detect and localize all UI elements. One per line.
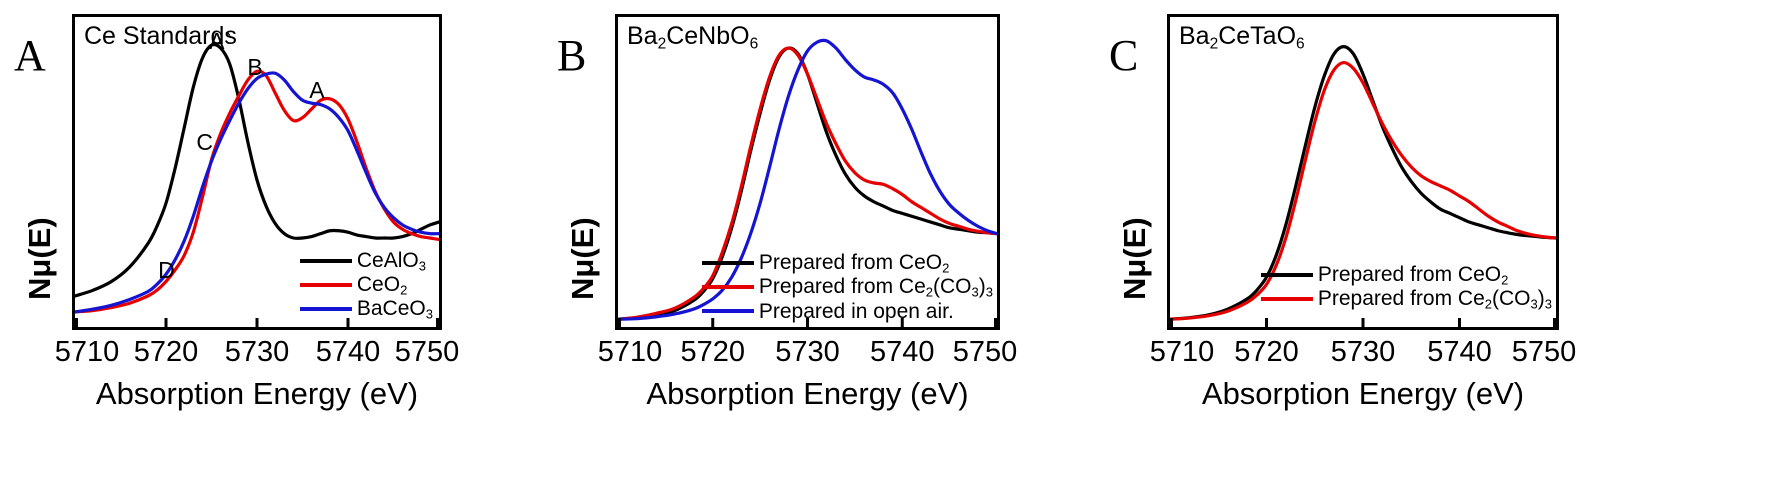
panel-c-y-axis-label: Nμ(E) [1117,217,1152,300]
panel-b-y-axis-label: Nμ(E) [565,217,600,300]
legend-item-label: Prepared from CeO2 [1317,262,1509,288]
panel-c-plot-title: Ba2CeTaO6 [1179,22,1305,53]
panel-a: A Nμ(E) Ce Standards CeAlO3 CeO2 BaCeO3 A`… [0,0,545,482]
legend-line-swatch [299,283,352,287]
x-tick-label: 5750 [1511,336,1577,368]
peak-annotation: A [309,77,325,103]
legend-item[interactable]: Prepared from Ce2(CO3)3 [1260,286,1552,312]
peak-annotation: C [196,129,214,156]
legend-item[interactable]: Prepared from Ce2(CO3)3 [701,274,993,300]
peak-annotation: B [247,53,263,80]
legend-item-label: Prepared from CeO2 [758,250,950,276]
x-tick-label: 5710 [54,336,120,368]
panel-a-x-axis-label: Absorption Energy (eV) [95,376,419,411]
legend-item[interactable]: Prepared in open air. [701,299,993,323]
legend-item[interactable]: Prepared from CeO2 [1260,262,1552,288]
peak-annotation: D [158,256,175,283]
x-tick-label: 5740 [1427,336,1492,368]
panel-a-curves [75,42,439,327]
legend-line-swatch [299,307,352,311]
legend-item-label: Prepared from Ce2(CO3)3 [1317,286,1552,312]
x-tick-label: 5720 [1234,336,1299,368]
panel-a-plot-area: Ce Standards CeAlO3 CeO2 BaCeO3 A` B A C D [72,14,442,330]
curve-3 [75,71,439,314]
panel-c-curves [1170,45,1556,327]
panel-letter-a: A [14,31,46,80]
legend-line-swatch [701,285,754,289]
x-tick-label: 5730 [775,336,840,368]
legend-item-label: Prepared in open air. [758,299,954,323]
panel-b-x-tick-labels: 5710 5720 5730 5740 5750 [598,336,1018,370]
curve-2 [618,46,997,321]
x-tick-label: 5710 [1149,336,1215,368]
x-tick-label: 5720 [133,336,199,368]
legend-item[interactable]: BaCeO3 [299,296,433,322]
x-tick-label: 5740 [869,336,935,368]
legend-item-label: Prepared from Ce2(CO3)3 [758,274,993,300]
x-tick-label: 5750 [394,336,460,368]
legend-item[interactable]: CeO2 [299,272,433,298]
curve-1 [75,42,439,298]
panel-c-plot-area: Ba2CeTaO6 Prepared from CeO2 Prepared fro… [1167,14,1559,330]
x-tick-label: 5740 [315,336,381,368]
panel-c-x-axis-label: Absorption Energy (eV) [1201,376,1525,411]
panel-c-x-tick-labels: 5710 5720 5730 5740 5750 [1150,336,1577,370]
panel-b-legend: Prepared from CeO2 Prepared from Ce2(CO3)… [701,250,993,323]
panel-a-plot-title: Ce Standards [84,22,237,50]
legend-line-swatch [701,261,754,265]
legend-item-label: CeO2 [356,272,408,298]
panel-b-plot-title: Ba2CeNbO6 [627,22,759,53]
panel-b: B Nμ(E) Ba2CeNbO6 Prepared from CeO2 Prep… [545,0,1100,482]
panel-b-plot-area: Ba2CeNbO6 Prepared from CeO2 Prepared fro… [615,14,1000,330]
panel-a-x-tick-labels: 5710 5720 5730 5740 5750 [55,336,460,370]
legend-line-swatch [1260,273,1313,277]
x-tick-label: 5730 [224,336,290,368]
legend-item-label: BaCeO3 [356,296,433,322]
legend-item[interactable]: CeAlO3 [299,248,433,274]
curve-2 [1170,60,1556,321]
panel-a-y-axis-label: Nμ(E) [22,217,57,300]
curve-3 [618,38,997,321]
x-tick-label: 5750 [952,336,1018,368]
legend-item-label: CeAlO3 [356,248,426,274]
panel-letter-c: C [1109,31,1139,80]
panel-letter-b: B [557,31,587,80]
panel-c: C Nμ(E) Ba2CeTaO6 Prepared from CeO2 Prep… [1100,0,1782,482]
peak-annotation: A` [209,27,233,54]
legend-line-swatch [1260,297,1313,301]
panel-a-legend: CeAlO3 CeO2 BaCeO3 [299,248,433,322]
x-tick-label: 5710 [597,336,663,368]
x-tick-label: 5730 [1330,336,1396,368]
legend-item[interactable]: Prepared from CeO2 [701,250,993,276]
panel-b-curves [618,38,997,327]
x-tick-label: 5720 [680,336,746,368]
legend-line-swatch [701,309,754,313]
panel-c-legend: Prepared from CeO2 Prepared from Ce2(CO3)… [1260,262,1552,312]
panel-b-x-axis-label: Absorption Energy (eV) [646,376,969,411]
legend-line-swatch [299,259,352,263]
